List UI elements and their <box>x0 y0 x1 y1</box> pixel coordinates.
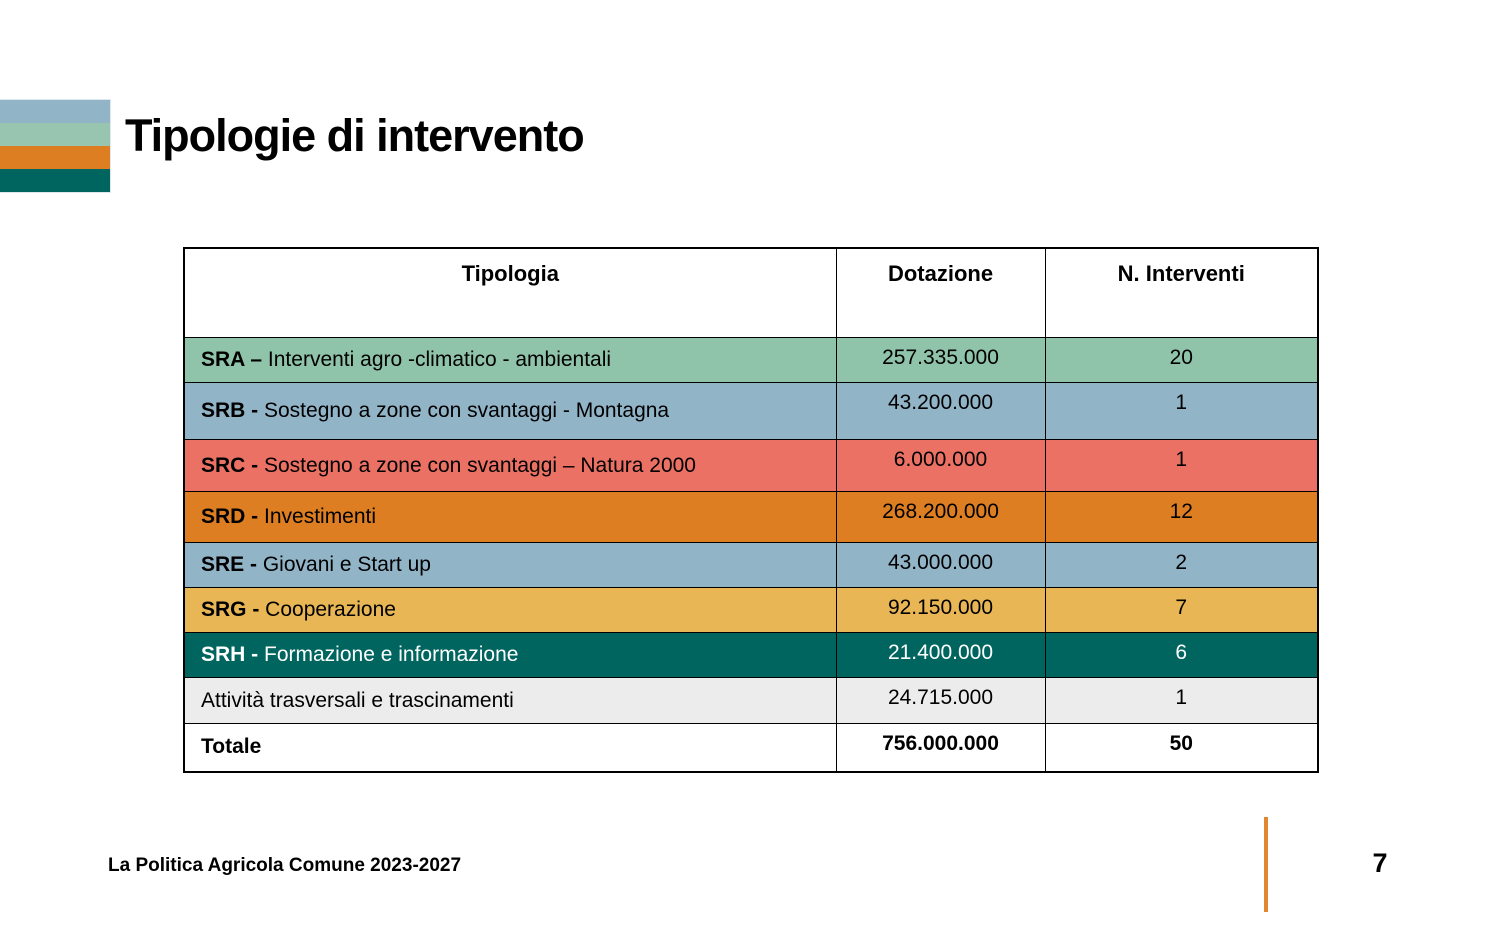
tipologia-description: Formazione e informazione <box>264 643 519 666</box>
tipologia-cell: SRD - Investimenti <box>183 491 837 543</box>
table-body: SRA – Interventi agro -climatico - ambie… <box>183 337 1319 724</box>
dotazione-cell: 43.000.000 <box>835 542 1046 588</box>
tipologia-description: Sostegno a zone con svantaggi - Montagna <box>264 399 670 422</box>
table-row: SRH - Formazione e informazione 21.400.00… <box>183 632 1319 678</box>
header-dotazione: Dotazione <box>835 247 1046 338</box>
tipologia-cell: SRH - Formazione e informazione <box>183 632 837 678</box>
slide-title: Tipologie di intervento <box>125 110 585 161</box>
accent-vertical-line <box>1264 817 1268 912</box>
stripe-teal <box>0 169 110 192</box>
table-header-row: Tipologia Dotazione N. Interventi <box>183 247 1319 338</box>
dotazione-cell: 268.200.000 <box>835 491 1046 543</box>
tipologia-cell: SRC - Sostegno a zone con svantaggi – Na… <box>183 439 837 492</box>
interventi-cell: 1 <box>1044 382 1319 440</box>
interventi-cell: 6 <box>1044 632 1319 678</box>
dotazione-cell: 24.715.000 <box>835 677 1046 724</box>
interventi-cell: 20 <box>1044 337 1319 383</box>
tipologia-code: SRH - <box>201 643 264 666</box>
table-row: Attività trasversali e trascinamenti 24.7… <box>183 677 1319 724</box>
footer-text: La Politica Agricola Comune 2023-2027 <box>108 855 462 876</box>
table-row: SRA – Interventi agro -climatico - ambie… <box>183 337 1319 383</box>
tipologia-cell: SRE - Giovani e Start up <box>183 542 837 588</box>
interventi-cell: 1 <box>1044 677 1319 724</box>
tipologia-code: SRG - <box>201 598 266 621</box>
tipologia-description: Attività trasversali e trascinamenti <box>201 688 514 712</box>
total-row: Totale 756.000.000 50 <box>183 723 1319 772</box>
table-row: SRD - Investimenti 268.200.000 12 <box>183 491 1319 543</box>
header-tipologia: Tipologia <box>183 247 837 338</box>
tipologia-code: SRA – <box>201 348 268 371</box>
tipologia-description: Giovani e Start up <box>262 553 431 576</box>
total-label-cell: Totale <box>183 723 837 772</box>
header-n-interventi: N. Interventi <box>1044 247 1319 338</box>
table-row: SRB - Sostegno a zone con svantaggi - Mo… <box>183 382 1319 440</box>
tipologia-code: SRE - <box>201 553 263 576</box>
stripe-orange <box>0 146 110 169</box>
tipologia-code: SRB - <box>201 399 264 422</box>
tipologia-description: Sostegno a zone con svantaggi – Natura 2… <box>264 453 696 477</box>
stripe-green <box>0 123 110 146</box>
tipologia-description: Cooperazione <box>265 598 396 621</box>
tipologia-description: Investimenti <box>264 505 377 528</box>
tipologia-cell: SRA – Interventi agro -climatico - ambie… <box>183 337 837 383</box>
interventi-cell: 7 <box>1044 587 1319 633</box>
table-row: SRE - Giovani e Start up 43.000.000 2 <box>183 542 1319 588</box>
tipologia-cell: Attività trasversali e trascinamenti <box>183 677 837 724</box>
tipologia-description: Interventi agro -climatico - ambientali <box>267 348 612 371</box>
tipologia-code: SRD - <box>201 505 264 528</box>
page-number: 7 <box>1372 848 1388 878</box>
stripe-blue <box>0 100 110 123</box>
corner-stripes-decoration <box>0 99 111 193</box>
dotazione-cell: 257.335.000 <box>835 337 1046 383</box>
total-interventi-cell: 50 <box>1044 723 1319 772</box>
interventi-cell: 2 <box>1044 542 1319 588</box>
table-row: SRG - Cooperazione 92.150.000 7 <box>183 587 1319 633</box>
tipologia-cell: SRB - Sostegno a zone con svantaggi - Mo… <box>183 382 837 440</box>
interventions-table: Tipologia Dotazione N. Interventi SRA – … <box>183 247 1319 773</box>
interventi-cell: 1 <box>1044 439 1319 492</box>
total-dotazione-cell: 756.000.000 <box>835 723 1046 772</box>
dotazione-cell: 43.200.000 <box>835 382 1046 440</box>
dotazione-cell: 92.150.000 <box>835 587 1046 633</box>
interventions-table-container: Tipologia Dotazione N. Interventi SRA – … <box>183 247 1319 773</box>
interventi-cell: 12 <box>1044 491 1319 543</box>
table-row: SRC - Sostegno a zone con svantaggi – Na… <box>183 439 1319 492</box>
dotazione-cell: 6.000.000 <box>835 439 1046 492</box>
tipologia-code: SRC - <box>201 453 264 477</box>
tipologia-cell: SRG - Cooperazione <box>183 587 837 633</box>
dotazione-cell: 21.400.000 <box>835 632 1046 678</box>
